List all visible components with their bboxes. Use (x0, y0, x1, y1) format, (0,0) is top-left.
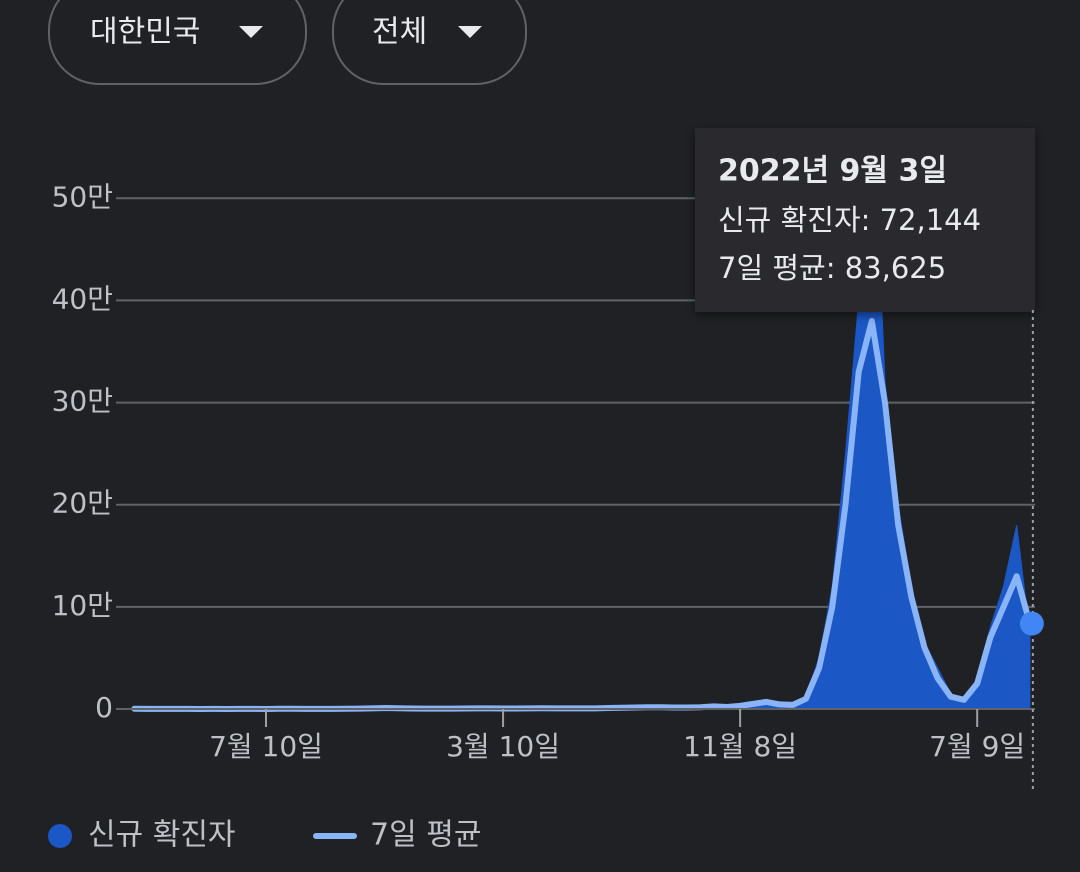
x-tick-label: 7월 10일 (209, 730, 323, 763)
legend-label: 7일 평균 (370, 818, 481, 853)
tooltip-line: 신규 확진자: 72,144 (718, 203, 981, 237)
tooltip-line: 7일 평균: 83,625 (718, 251, 946, 285)
y-tick-label: 0 (95, 691, 113, 724)
y-tick-label: 10만 (52, 589, 113, 622)
y-tick-label: 40만 (52, 282, 113, 315)
tooltip-box (695, 128, 1035, 312)
legend-marker (48, 824, 72, 848)
filter-label: 전체 (372, 15, 427, 50)
y-tick-label: 20만 (52, 487, 113, 520)
dropdown-arrow (458, 26, 482, 38)
grid: 0 10만 20만 30만 40만 50만 (52, 180, 1035, 724)
x-tick-label: 11월 8일 (683, 730, 797, 763)
dropdown-arrow (239, 26, 263, 38)
x-tick-label: 7월 9일 (929, 730, 1025, 763)
y-tick-label: 50만 (52, 180, 113, 213)
legend: 신규 확진자 7일 평균 (48, 818, 481, 853)
hover-point (1019, 611, 1044, 636)
y-tick-label: 30만 (52, 385, 113, 418)
filter-region: 대한민국 전체 (48, 0, 527, 85)
tooltip-title: 2022년 9월 3일 (718, 154, 947, 189)
x-axis: 7월 10일 3월 10일 11월 8일 7월 9일 (128, 708, 1035, 763)
x-tick-label: 3월 10일 (446, 730, 560, 763)
legend-label: 신규 확진자 (88, 818, 236, 853)
filter-button[interactable] (332, 0, 527, 85)
filter-button[interactable] (48, 0, 307, 85)
filter-label: 대한민국 (90, 15, 200, 50)
